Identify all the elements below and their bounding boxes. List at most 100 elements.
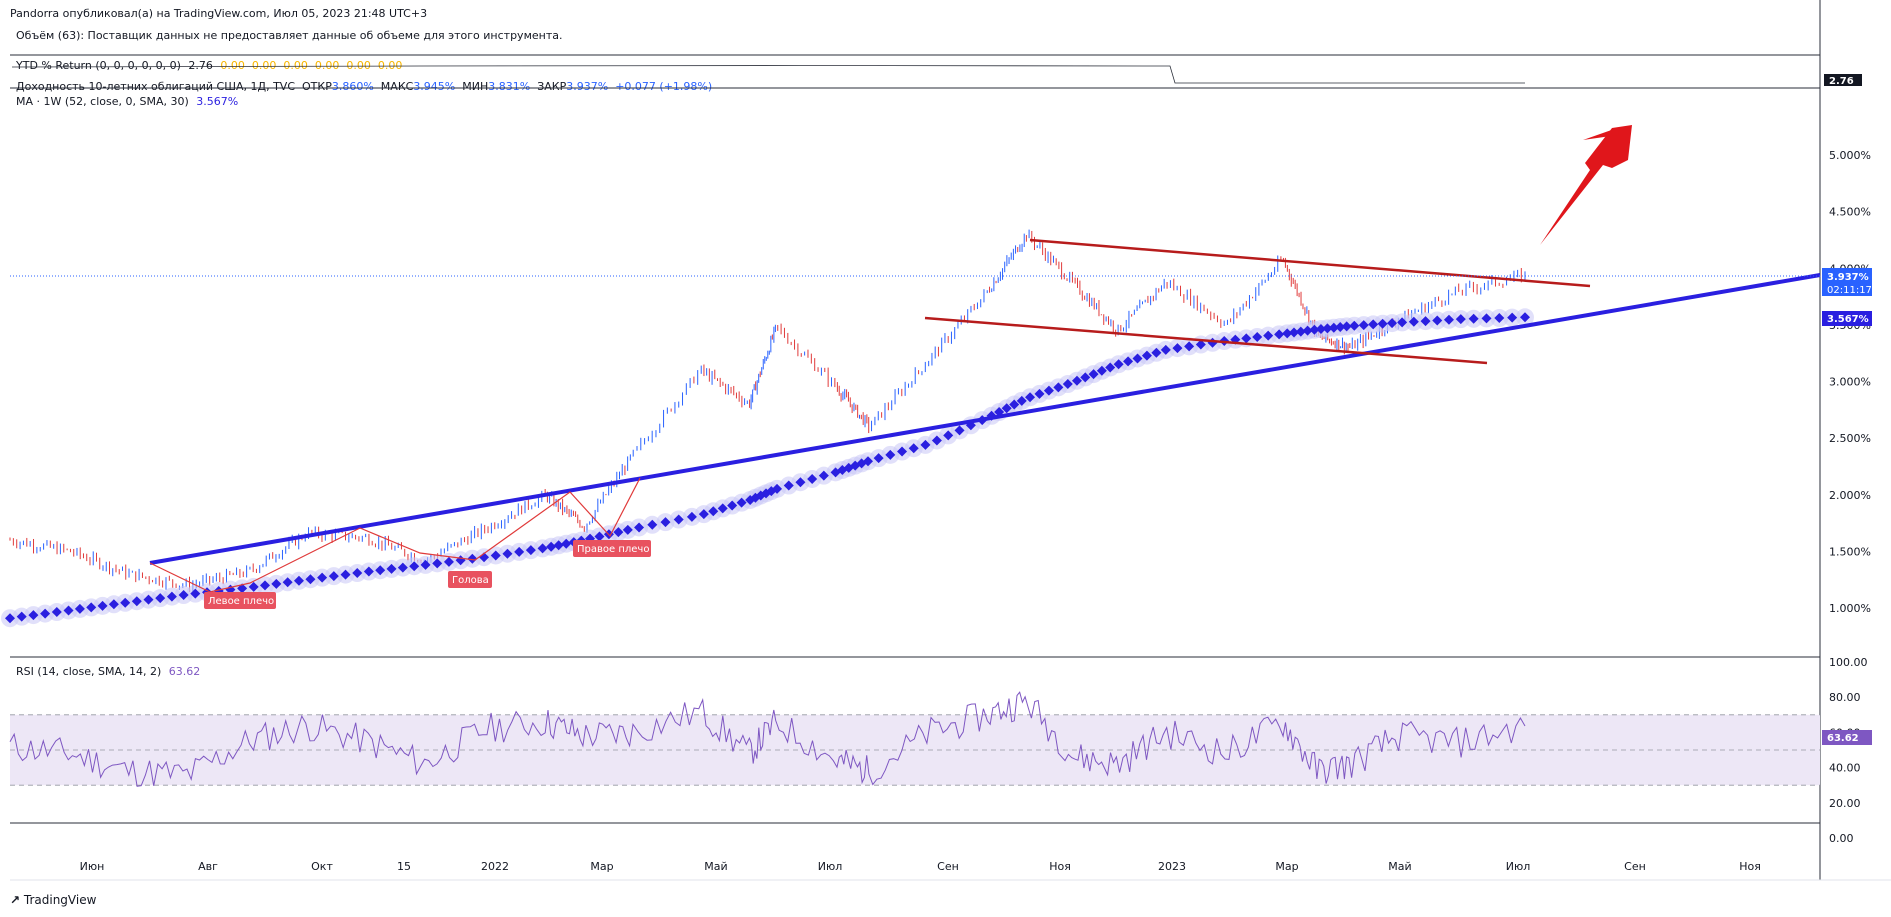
ma-point xyxy=(1132,353,1143,364)
ma-point xyxy=(546,541,557,552)
ma-point xyxy=(386,563,397,574)
ma-point xyxy=(178,590,189,601)
ma-point xyxy=(1241,333,1252,344)
up-arrow-drawing[interactable] xyxy=(1540,125,1632,245)
x-tick-label: Май xyxy=(704,860,727,873)
ma-point xyxy=(1113,359,1124,370)
ma-point xyxy=(248,581,259,592)
ma-point xyxy=(908,443,919,454)
x-tick-label: Июл xyxy=(1506,860,1531,873)
ma-point xyxy=(1341,321,1352,332)
svg-text:Голова: Голова xyxy=(452,575,489,586)
ma-point xyxy=(525,545,536,556)
high-label: МАКС xyxy=(380,80,414,93)
rsi-legend: RSI (14, close, SMA, 14, 2) 63.62 xyxy=(16,665,200,678)
ma-point xyxy=(51,607,62,618)
ma-point xyxy=(1282,328,1293,339)
price-series xyxy=(9,229,1526,593)
ma-point xyxy=(1252,331,1263,342)
ma-point xyxy=(1289,327,1300,338)
ma-point xyxy=(420,559,431,570)
ma-point xyxy=(328,571,339,582)
x-tick-label: Май xyxy=(1388,860,1411,873)
x-tick-label: Ноя xyxy=(1739,860,1761,873)
x-tick-label: Мар xyxy=(1275,860,1298,873)
ma-legend: MA · 1W (52, close, 0, SMA, 30) 3.567% xyxy=(16,95,238,108)
ma-point xyxy=(340,569,351,580)
ma-point xyxy=(873,453,884,464)
rising-trendline[interactable] xyxy=(149,273,1821,565)
ma-point xyxy=(1358,320,1369,331)
arrow-tip xyxy=(1583,127,1620,140)
ma-point xyxy=(1141,350,1152,361)
ma-point xyxy=(514,546,525,557)
channel-upper-line[interactable] xyxy=(1029,238,1591,288)
svg-text:Правое плечо: Правое плечо xyxy=(577,544,649,555)
ma-point xyxy=(897,446,908,457)
y-tick-label: 1.500% xyxy=(1829,545,1871,558)
ma-point xyxy=(1315,324,1326,335)
x-tick-label: Июл xyxy=(818,860,843,873)
ma-point xyxy=(1009,399,1020,410)
rsi-tick-label: 100.00 xyxy=(1829,656,1868,669)
ma-point xyxy=(727,500,738,511)
ma-point xyxy=(954,425,965,436)
volume-pane-text: Объём (63): Поставщик данных не предоста… xyxy=(16,29,563,42)
ma-point xyxy=(40,608,51,619)
ma-point xyxy=(131,596,142,607)
high-value: 3.945% xyxy=(413,80,456,93)
ma-point xyxy=(86,602,97,613)
ma-point xyxy=(1432,315,1443,326)
ma-point xyxy=(634,522,645,533)
head-shoulders-zigzag[interactable] xyxy=(149,477,641,593)
x-tick-label: Окт xyxy=(311,860,333,873)
brand-text: TradingView xyxy=(23,893,97,907)
ma-point xyxy=(502,548,513,559)
x-tick-label: 2023 xyxy=(1158,860,1186,873)
rsi-series xyxy=(9,691,1526,787)
rsi-tick-label: 20.00 xyxy=(1829,797,1861,810)
ma-point xyxy=(807,473,818,484)
ma-point xyxy=(271,578,282,589)
y-tick-label: 5.000% xyxy=(1829,149,1871,162)
y-tick-label: 4.500% xyxy=(1829,206,1871,219)
rsi-tick-label: 40.00 xyxy=(1829,762,1861,775)
x-tick-label: Июн xyxy=(80,860,105,873)
ma-point xyxy=(432,558,443,569)
ma-point xyxy=(1263,330,1274,341)
x-tick-label: Мар xyxy=(590,860,613,873)
rsi-value: 63.62 xyxy=(168,665,201,678)
ma-point xyxy=(1322,323,1333,334)
ma-point xyxy=(190,588,201,599)
rsi-band xyxy=(10,714,1820,786)
ma-point xyxy=(622,524,633,535)
low-value: 3.831% xyxy=(488,80,531,93)
channel-lower-line[interactable] xyxy=(924,316,1488,365)
low-label: МИН xyxy=(462,80,489,93)
ma-point xyxy=(1088,369,1099,380)
ma-tag: 3.567% xyxy=(1827,314,1869,325)
x-tick-label: Сен xyxy=(1624,860,1646,873)
ma-point xyxy=(1043,385,1054,396)
ma-point xyxy=(943,430,954,441)
tradingview-brand[interactable]: ↗ TradingView xyxy=(10,893,96,907)
ma-point xyxy=(63,605,74,616)
ma-point xyxy=(1195,339,1206,350)
ma-point xyxy=(553,540,564,551)
right-shoulder-label[interactable]: Правое плечо xyxy=(573,540,651,557)
left-shoulder-label[interactable]: Левое плечо xyxy=(204,592,276,609)
ma-point xyxy=(16,611,27,622)
x-axis-labels: Июн Авг Окт 15 2022 Мар Май Июл Сен Ноя 2023 Мар Май… xyxy=(80,860,1761,873)
head-label[interactable]: Голова xyxy=(448,571,492,588)
ma-point xyxy=(1377,318,1388,329)
ma-point xyxy=(1443,314,1454,325)
svg-text:Левое плечо: Левое плечо xyxy=(208,596,274,607)
ma-point xyxy=(647,519,658,530)
ma-point xyxy=(305,574,316,585)
close-label: ЗАКР xyxy=(537,80,567,93)
ma-point xyxy=(717,503,728,514)
close-value: 3.937% xyxy=(566,80,609,93)
ma-point xyxy=(443,556,454,567)
ma-point xyxy=(1160,344,1171,355)
